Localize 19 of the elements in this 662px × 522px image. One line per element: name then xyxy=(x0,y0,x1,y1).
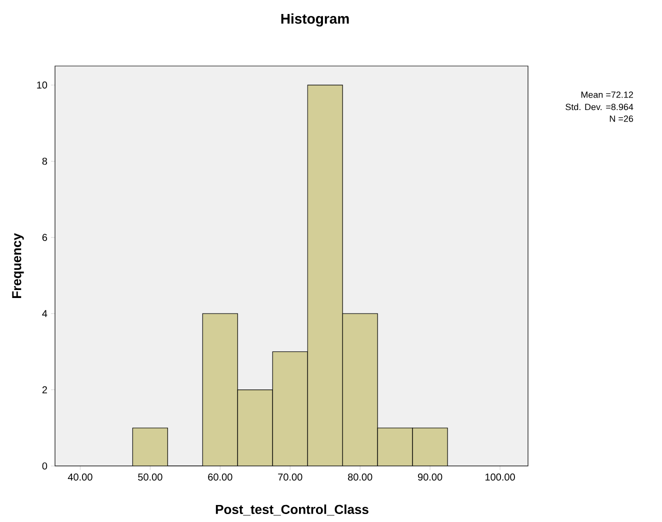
x-tick-label: 50.00 xyxy=(138,474,162,481)
x-tick-label: 100.00 xyxy=(485,474,515,481)
text: N =26 xyxy=(610,116,634,122)
x-tick-label: 80.00 xyxy=(348,474,372,481)
x-axis-title: Post_test_Control_Class xyxy=(216,504,368,516)
x-tick-label: 70.00 xyxy=(278,474,302,481)
y-tick-label: 10 xyxy=(37,82,48,89)
x-tick-label: 40.00 xyxy=(68,474,92,481)
y-tick-label: 6 xyxy=(42,234,48,241)
y-tick-label: 8 xyxy=(42,158,48,165)
x-tick-label: 60.00 xyxy=(208,474,232,481)
y-tick-label: 2 xyxy=(42,386,47,394)
text: Mean =72.12 xyxy=(581,92,633,98)
text: Std. Dev. =8.964 xyxy=(566,104,634,110)
x-tick-label: 90.00 xyxy=(418,474,442,481)
y-tick-label: 4 xyxy=(42,310,48,318)
y-axis-title: Frequency xyxy=(12,233,24,298)
chart-title: Histogram xyxy=(281,13,349,27)
y-tick-label: 0 xyxy=(42,462,48,470)
